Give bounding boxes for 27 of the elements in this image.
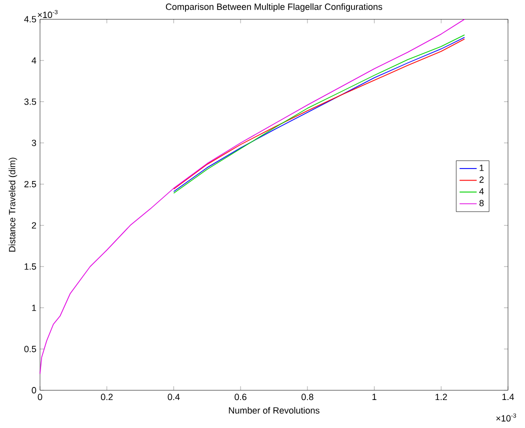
y-tick-label: 0 (32, 386, 36, 394)
y-tick-label: 4 (32, 57, 36, 64)
y-tick-label: 3.5 (24, 98, 36, 105)
x-tick-label: 0.4 (168, 394, 180, 400)
y-tick-label: 1.5 (24, 263, 36, 270)
y-tick-label: 0.5 (24, 346, 36, 352)
y-axis-title: Distance Traveled (dim) (8, 158, 18, 252)
y-tick-label: 2 (32, 222, 36, 228)
x-tick-label: 1.4 (502, 394, 514, 400)
x-axis-title: Number of Revolutions (228, 406, 320, 414)
y-tick-label: 4.5 (24, 16, 36, 22)
chart-title: Comparison Between Multiple Flagellar Configurations (166, 3, 382, 12)
text: ×10$^{-3}$ (496, 413, 516, 422)
legend-label: 1 (480, 164, 484, 171)
y-tick-label: 1 (32, 304, 36, 311)
x-tick-label: 1 (372, 394, 376, 400)
x-tick-label: 1.2 (436, 394, 447, 400)
x-tick-label: 0.2 (100, 394, 113, 400)
legend-label: 8 (479, 200, 484, 206)
legend-label: 2 (480, 176, 484, 183)
y-tick-label: 2.5 (24, 180, 36, 188)
x-tick-label: 0 (38, 394, 42, 400)
x-tick-label: 0.6 (234, 394, 246, 400)
x-tick-label: 0.8 (302, 394, 314, 400)
y-tick-label: 3 (32, 140, 36, 146)
legend-label: 4 (479, 188, 484, 194)
text: ×10$^{-3}$ (38, 10, 58, 18)
